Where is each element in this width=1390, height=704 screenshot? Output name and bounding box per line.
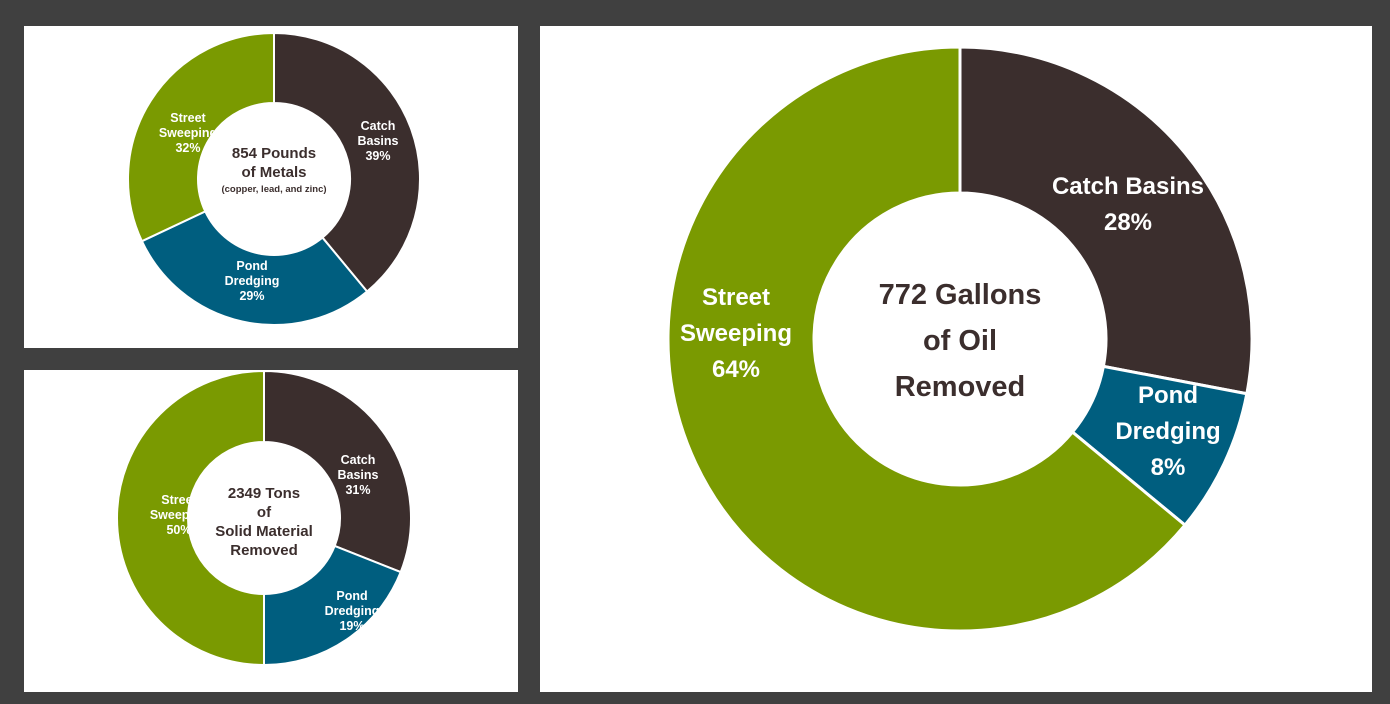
slice-label-line: Catch (361, 119, 396, 133)
slice-label-line: Sweeping (150, 508, 208, 522)
slice-label-street-sweeping: Street Sweeping 50% (150, 493, 208, 537)
slice-label-line: Street (161, 493, 197, 507)
slice-pond-dredging (140, 210, 369, 326)
oil-chart-panel: Catch Basins 28% Pond Dredging 8% Street Sweep… (540, 26, 1372, 692)
center-title-line: of Metals (241, 164, 306, 181)
slice-label-street-sweeping: Street Sweeping 32% (159, 111, 217, 155)
slice-label-catch-basins: Catch Basins 28% (1052, 173, 1204, 236)
slice-label-pond-dredging: Pond Dredging 8% (1115, 382, 1220, 481)
slice-percent: 19% (339, 619, 364, 633)
slice-street-sweeping (127, 31, 275, 243)
slice-label-line: Street (702, 284, 770, 311)
metals-donut-chart: Catch Basins 39% Pond Dredging 29% Street Sweep… (127, 31, 421, 326)
slice-pond-dredging (263, 544, 402, 667)
slice-label-line: Basins (358, 134, 399, 148)
slice-street-sweeping (666, 45, 1188, 633)
slice-label-line: Catch (341, 453, 376, 467)
slice-percent: 64% (712, 356, 760, 383)
slice-label-line: Sweeping (680, 320, 792, 347)
metals-chart-panel: Catch Basins 39% Pond Dredging 29% Street Sweep… (24, 26, 518, 348)
center-title-line: 2349 Tons (228, 485, 300, 502)
slice-label-street-sweeping: Street Sweeping 64% (680, 284, 792, 383)
center-title-line: Removed (895, 371, 1026, 403)
slice-label-line: Pond (236, 259, 267, 273)
center-title-line: Solid Material (215, 523, 313, 540)
slice-percent: 29% (239, 289, 264, 303)
center-title-line: 854 Pounds (232, 145, 316, 162)
slice-label-line: Street (170, 111, 206, 125)
slice-label-catch-basins: Catch Basins 31% (338, 453, 379, 497)
slice-percent: 39% (365, 149, 390, 163)
center-title-line: 772 Gallons (879, 279, 1042, 311)
slice-label-line: Pond (336, 589, 367, 603)
slice-catch-basins (958, 45, 1254, 396)
slice-label-line: Sweeping (159, 126, 217, 140)
slice-percent: 8% (1151, 454, 1186, 481)
center-title-line: Removed (230, 542, 298, 559)
solid-material-chart-panel: Catch Basins 31% Pond Dredging 19% Street Sweep… (24, 370, 518, 692)
center-title: 772 Gallons of Oil Removed (879, 279, 1042, 403)
slice-percent: 50% (166, 523, 191, 537)
slice-label-pond-dredging: Pond Dredging 19% (325, 589, 380, 633)
slice-label-line: Basins (338, 468, 379, 482)
center-title: 854 Pounds of Metals (232, 145, 316, 181)
center-title-line: of (257, 504, 272, 521)
slice-street-sweeping (116, 370, 265, 667)
slice-label-catch-basins: Catch Basins 39% (358, 119, 399, 163)
slice-label-line: Dredging (1115, 418, 1220, 445)
solid-material-donut-chart: Catch Basins 31% Pond Dredging 19% Street Sweep… (116, 370, 412, 667)
slice-label-line: Catch Basins (1052, 173, 1204, 200)
slice-label-line: Dredging (225, 274, 280, 288)
center-title-line: of Oil (923, 325, 997, 357)
center-title: 2349 Tons of Solid Material Removed (215, 485, 313, 559)
slice-percent: 32% (175, 141, 200, 155)
slice-label-line: Pond (1138, 382, 1198, 409)
slice-label-line: Dredging (325, 604, 380, 618)
oil-donut-chart: Catch Basins 28% Pond Dredging 8% Street Sweep… (666, 45, 1254, 633)
center-note: (copper, lead, and zinc) (221, 184, 326, 195)
slice-percent: 28% (1104, 209, 1152, 236)
slice-percent: 31% (345, 483, 370, 497)
slice-catch-basins (273, 31, 421, 293)
slice-label-pond-dredging: Pond Dredging 29% (225, 259, 280, 303)
slice-catch-basins (263, 370, 412, 574)
